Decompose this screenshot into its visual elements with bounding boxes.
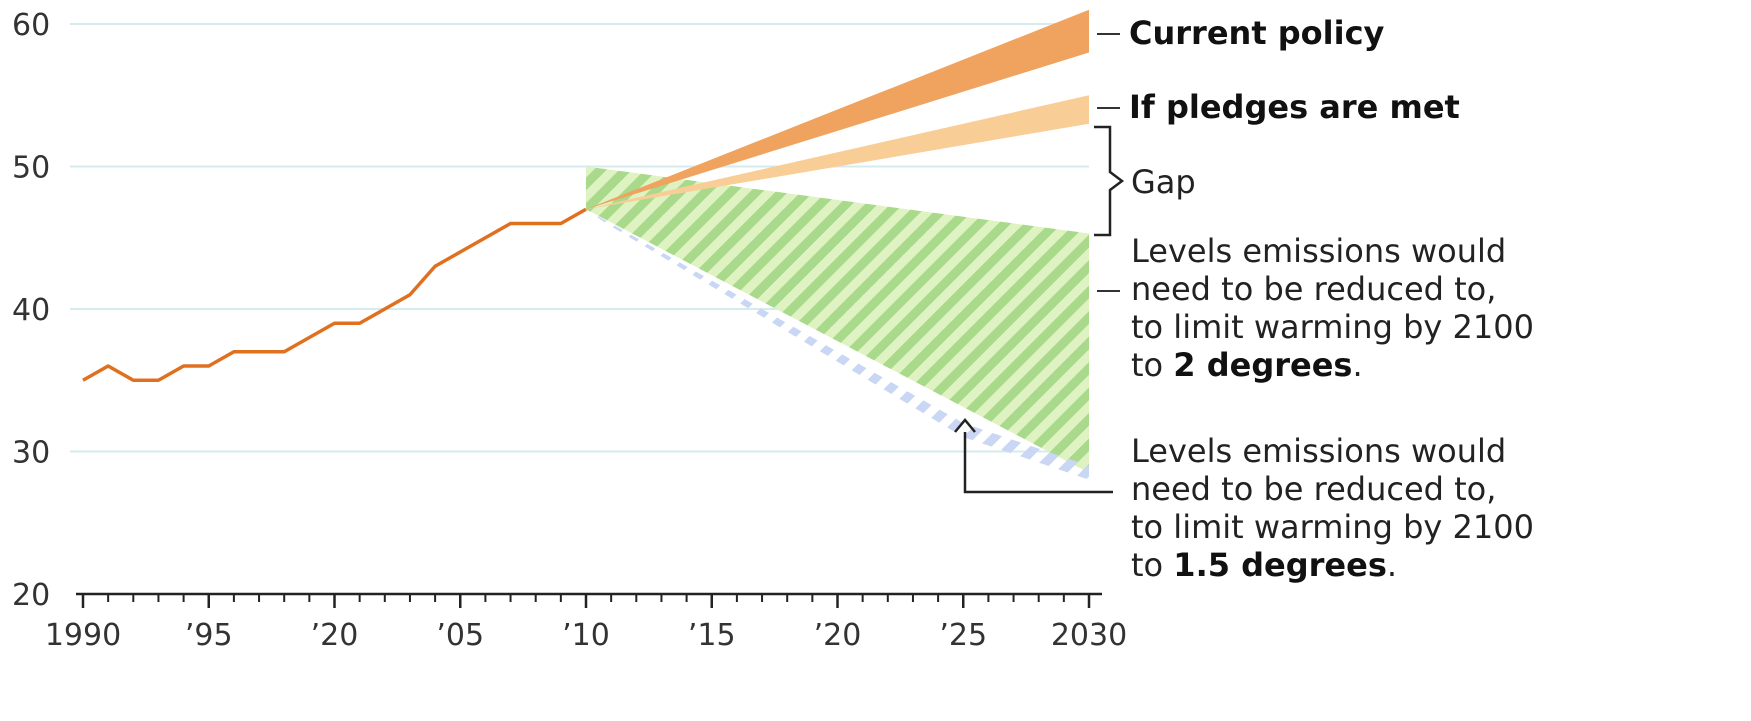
historical-emissions-line [82,207,587,382]
historical-series [82,207,587,382]
y-tick-labels: 20 30 40 50 60 [12,8,50,613]
two-deg-bold: 2 degrees [1173,346,1352,384]
x-tick-label-2005: ’05 [436,618,484,653]
two-deg-line-4: to [1131,346,1173,384]
onefive-line-4: to [1131,546,1173,584]
current-policy-label: Current policy [1129,14,1385,52]
pledges-label: If pledges are met [1129,88,1460,126]
x-axis [76,592,1102,608]
two-deg-line-1: Levels emissions would [1131,232,1506,270]
x-tick-label-2025: ’25 [939,618,987,653]
onefive-period: . [1387,546,1397,584]
two-deg-period: . [1352,346,1362,384]
gap-label: Gap [1131,163,1196,201]
current-policy-band [586,9,1089,210]
x-tick-label-1990: 1990 [45,618,121,653]
x-tick-label-1995: ’95 [185,618,233,653]
two-deg-stripes [586,166,1089,473]
y-tick-label-40: 40 [12,293,50,328]
onefive-label: Levels emissions would need to be reduce… [1131,432,1544,584]
x-tick-label-2020: ’20 [814,618,862,653]
gap-brace [1094,125,1125,237]
x-tick-labels: 1990 ’95 ’20 ’05 ’10 ’15 ’20 ’25 2030 [45,618,1127,653]
two-deg-line-2: need to be reduced to, [1131,270,1496,308]
onefive-bold: 1.5 degrees [1173,546,1387,584]
onefive-leader [963,432,1113,494]
onefive-line-3: to limit warming by 2100 [1131,508,1534,546]
y-tick-label-60: 60 [12,8,50,43]
projection-bands [586,9,1089,480]
onefive-line-2: need to be reduced to, [1131,470,1496,508]
x-tick-label-2015: ’15 [688,618,736,653]
onefive-arrowhead [954,418,976,433]
x-tick-label-2030: 2030 [1051,618,1127,653]
y-tick-label-50: 50 [12,151,50,186]
y-tick-label-30: 30 [12,436,50,471]
x-tick-label-2010: ’10 [562,618,610,653]
annotations: Current policy If pledges are met Gap Le… [954,14,1544,584]
pledges-band [586,95,1089,210]
x-tick-label-2000: ’20 [311,618,359,653]
onefive-stripes [586,209,1089,480]
y-tick-label-20: 20 [12,578,50,613]
two-deg-label: Levels emissions would need to be reduce… [1131,232,1544,384]
onefive-line-1: Levels emissions would [1131,432,1506,470]
two-deg-line-3: to limit warming by 2100 [1131,308,1534,346]
